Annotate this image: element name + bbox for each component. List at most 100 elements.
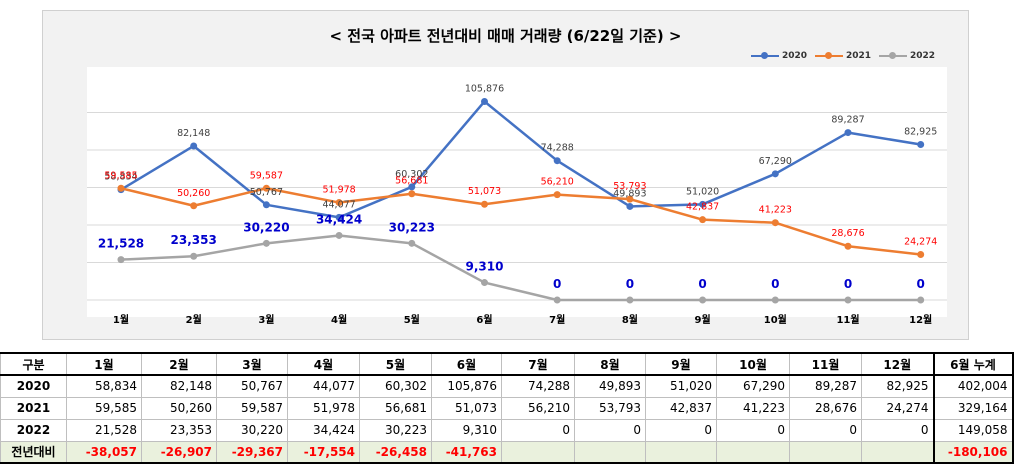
month-header: 2월 xyxy=(141,352,217,376)
table-cell: 51,073 xyxy=(431,396,502,420)
table-cell: 9,310 xyxy=(431,418,502,442)
month-header: 7월 xyxy=(501,352,575,376)
table-cell: 30,220 xyxy=(216,418,288,442)
data-point-2020 xyxy=(481,97,488,105)
data-label-2022: 0 xyxy=(917,277,925,291)
table-row-diff: 전년대비 -38,057 -26,907 -29,367 -17,554 -26… xyxy=(0,440,1014,464)
diff-cell: -38,057 xyxy=(66,440,142,464)
data-point-2020 xyxy=(699,200,707,208)
data-label-2021: 50,260 xyxy=(177,188,210,199)
table-cell: 0 xyxy=(574,418,646,442)
series-line-2022 xyxy=(120,234,921,302)
data-point-2022 xyxy=(262,239,270,247)
data-point-2022 xyxy=(626,296,634,304)
legend-label-2022: 2022 xyxy=(910,51,936,61)
data-point-2020 xyxy=(190,142,198,150)
table-cell: 34,424 xyxy=(287,418,360,442)
diff-cell xyxy=(501,440,575,464)
table-cell: 50,767 xyxy=(216,374,288,398)
table-cell: 42,837 xyxy=(645,396,717,420)
total-diff-cell: -180,106 xyxy=(932,440,1014,464)
diff-cell xyxy=(645,440,717,464)
data-point-2021 xyxy=(190,202,198,210)
data-point-2021 xyxy=(699,216,707,224)
data-point-2021 xyxy=(408,190,416,198)
data-point-2021 xyxy=(626,195,634,203)
table-cell: 0 xyxy=(716,418,790,442)
data-label-2021: 51,978 xyxy=(322,185,355,196)
data-label-2020: 51,020 xyxy=(686,186,719,197)
data-point-2022 xyxy=(117,256,125,264)
legend-label-2020: 2020 xyxy=(782,51,808,61)
table-cell: 0 xyxy=(861,418,934,442)
data-label-2022: 30,220 xyxy=(243,220,289,234)
data-point-2022 xyxy=(699,296,707,304)
row-label: 2020 xyxy=(0,374,67,398)
table-cell: 50,260 xyxy=(141,396,217,420)
series-line-2021 xyxy=(120,187,921,256)
chart-title: < 전국 아파트 전년대비 매매 거래량 (6/22일 기준) > xyxy=(329,27,682,45)
data-point-2020 xyxy=(771,170,779,178)
diff-cell xyxy=(861,440,934,464)
data-point-2020 xyxy=(917,141,925,149)
data-label-2021: 28,676 xyxy=(831,228,864,239)
month-header: 4월 xyxy=(287,352,360,376)
data-label-2021: 51,073 xyxy=(468,186,501,197)
data-label-2020: 44,077 xyxy=(322,199,355,210)
table-cell: 56,681 xyxy=(359,396,432,420)
total-cell: 149,058 xyxy=(932,418,1014,442)
legend-swatch-2020 xyxy=(751,51,779,59)
table-cell: 59,585 xyxy=(66,396,142,420)
table-cell: 51,978 xyxy=(287,396,360,420)
data-point-2020 xyxy=(844,129,852,137)
data-point-2020 xyxy=(262,201,270,209)
x-tick-label: 11월 xyxy=(836,314,859,326)
table-cell: 60,302 xyxy=(359,374,432,398)
data-point-2020 xyxy=(626,202,634,210)
legend-item-2021: 2021 xyxy=(815,51,871,61)
month-header: 11월 xyxy=(789,352,862,376)
data-point-2022 xyxy=(408,239,416,247)
data-point-2020 xyxy=(335,213,343,221)
table-corner: 구분 xyxy=(0,352,67,376)
month-header: 12월 xyxy=(861,352,934,376)
row-label: 2021 xyxy=(0,396,67,420)
x-tick-label: 9월 xyxy=(695,314,711,326)
table-cell: 59,587 xyxy=(216,396,288,420)
table-cell: 53,793 xyxy=(574,396,646,420)
month-header: 8월 xyxy=(574,352,646,376)
chart-area: < 전국 아파트 전년대비 매매 거래량 (6/22일 기준) > 2020 2… xyxy=(42,10,969,340)
table-cell: 67,290 xyxy=(716,374,790,398)
month-header: 3월 xyxy=(216,352,288,376)
table-cell: 0 xyxy=(501,418,575,442)
table-row-2021: 2021 59,585 50,260 59,587 51,978 56,681 … xyxy=(0,396,1014,420)
legend-label-2021: 2021 xyxy=(846,51,872,61)
diff-cell: -17,554 xyxy=(287,440,360,464)
diff-cell xyxy=(716,440,790,464)
total-header: 6월 누계 xyxy=(932,352,1014,376)
series-line-2020 xyxy=(120,100,921,219)
table-header-row: 구분 1월 2월 3월 4월 5월 6월 7월 8월 9월 10월 11월 12… xyxy=(0,352,1014,376)
row-label: 2022 xyxy=(0,418,67,442)
total-cell: 402,004 xyxy=(932,374,1014,398)
diff-cell: -26,907 xyxy=(141,440,217,464)
data-label-2022: 0 xyxy=(771,277,779,291)
x-tick-label: 7월 xyxy=(549,314,565,326)
table-cell: 82,925 xyxy=(861,374,934,398)
x-tick-label: 3월 xyxy=(258,314,274,326)
data-label-2020: 89,287 xyxy=(831,115,864,126)
x-tick-label: 6월 xyxy=(476,314,492,326)
data-point-2021 xyxy=(481,200,488,208)
data-point-2021 xyxy=(771,219,779,227)
table-cell: 28,676 xyxy=(789,396,862,420)
x-tick-label: 4월 xyxy=(331,314,347,326)
data-label-2021: 24,274 xyxy=(904,236,937,247)
data-point-2021 xyxy=(844,242,852,250)
data-label-2021: 56,210 xyxy=(541,177,574,188)
x-tick-label: 1월 xyxy=(113,314,129,326)
data-point-2022 xyxy=(335,231,343,239)
data-label-2021: 42,837 xyxy=(686,202,719,213)
data-label-2020: 60,302 xyxy=(395,169,428,180)
data-label-2022: 0 xyxy=(698,277,706,291)
data-label-2020: 82,148 xyxy=(177,128,210,139)
